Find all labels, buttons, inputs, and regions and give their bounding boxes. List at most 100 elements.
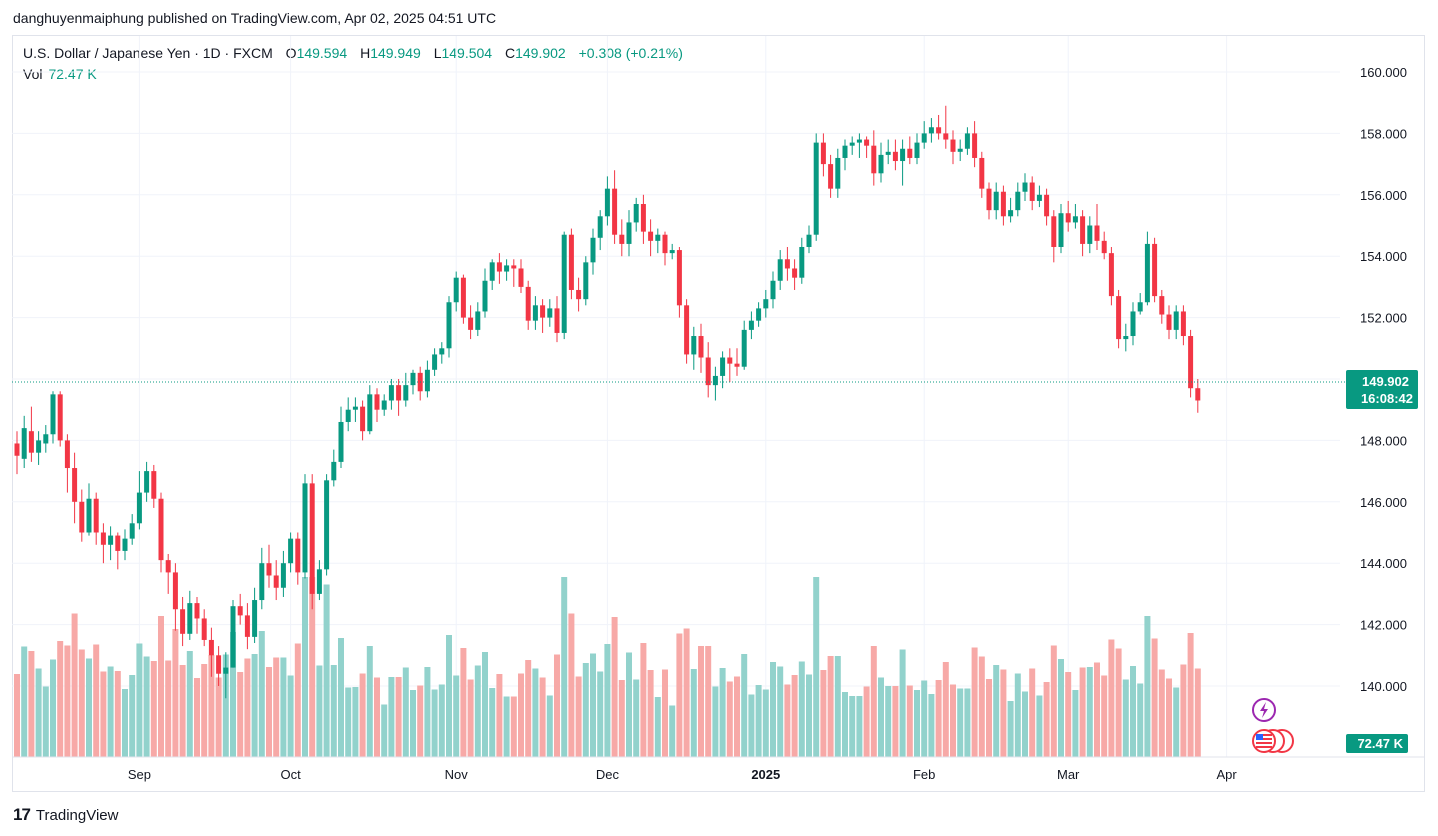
y-tick-label: 148.000	[1360, 433, 1407, 448]
candle-body	[144, 471, 150, 493]
volume-bar	[892, 686, 899, 757]
volume-bar	[42, 686, 49, 757]
candle	[554, 296, 560, 343]
volume-bar	[280, 657, 287, 757]
candle	[468, 305, 474, 340]
candle	[1123, 323, 1129, 352]
volume-bar	[1029, 668, 1036, 757]
symbol-legend: U.S. Dollar / Japanese Yen · 1D · FXCM O…	[23, 45, 683, 61]
change-value: +0.308 (+0.21%)	[578, 45, 683, 61]
volume-bar	[539, 677, 546, 757]
candle-body	[928, 127, 934, 134]
candle-body	[1108, 253, 1114, 297]
candle-body	[936, 127, 942, 134]
published-caption: danghuyenmaiphung published on TradingVi…	[13, 10, 497, 26]
candle	[619, 219, 625, 257]
candle	[1188, 329, 1194, 398]
volume-bar	[777, 666, 784, 757]
candle	[410, 369, 416, 395]
candle-body	[496, 262, 502, 272]
candle	[489, 259, 495, 290]
volume-bar	[64, 645, 71, 757]
volume-bar	[1158, 669, 1165, 757]
candle-body	[1015, 191, 1021, 211]
volume-bar	[388, 677, 395, 757]
volume-bar	[698, 646, 704, 757]
y-tick-label: 144.000	[1360, 556, 1407, 571]
candle-body	[288, 538, 294, 564]
candle-body	[676, 250, 682, 306]
high-value: 149.949	[370, 45, 421, 61]
candle-body	[619, 234, 625, 244]
volume-bar	[460, 648, 467, 757]
volume-bar	[114, 671, 121, 757]
candle-body	[64, 440, 70, 469]
candle	[14, 431, 20, 475]
candle-body	[1159, 296, 1165, 315]
volume-bar	[352, 687, 359, 757]
volume-bar	[770, 662, 776, 757]
events-lightning-icon[interactable]	[1252, 698, 1276, 722]
candle	[273, 560, 279, 601]
candle	[208, 627, 214, 677]
candle	[432, 348, 438, 376]
candle	[1015, 182, 1021, 217]
x-tick-label: Apr	[1216, 767, 1237, 782]
candle	[1029, 176, 1035, 211]
tradingview-logo[interactable]: 17 TradingView	[13, 805, 118, 825]
volume-bar	[532, 668, 539, 757]
volume-bar	[316, 665, 323, 757]
candle-body	[223, 667, 229, 674]
volume-bar	[654, 697, 661, 757]
time-axis[interactable]: Sep Oct Nov Dec 2025 Feb Mar Apr	[12, 756, 1424, 782]
volume-bar	[1043, 682, 1050, 757]
candle-body	[1137, 302, 1143, 312]
volume-bar	[1094, 662, 1100, 757]
candle-body	[396, 385, 402, 401]
volume-bar	[129, 675, 136, 757]
volume-bar	[590, 653, 596, 757]
candle-body	[122, 538, 128, 551]
volume-bar	[438, 684, 445, 757]
volume-bar	[820, 670, 827, 757]
candle-body	[554, 308, 560, 333]
x-tick-label: Dec	[596, 767, 620, 782]
volume-bar	[302, 577, 308, 757]
candle	[72, 452, 78, 524]
candle-body	[79, 501, 85, 533]
candle-body	[324, 480, 330, 570]
candle	[1159, 289, 1165, 324]
volume-bar	[244, 658, 251, 757]
candle-body	[388, 385, 394, 401]
candle	[136, 471, 142, 530]
candle	[144, 461, 150, 502]
volume-bar	[993, 665, 1000, 757]
volume-bar	[950, 684, 956, 757]
candlesticks	[14, 105, 1201, 699]
candle-body	[1195, 388, 1201, 401]
volume-bar	[374, 677, 380, 757]
volume-bar	[208, 655, 215, 757]
candle-body	[590, 237, 596, 263]
y-tick-label: 152.000	[1360, 311, 1407, 326]
volume-bar	[86, 658, 92, 757]
volume-bar	[914, 690, 920, 757]
chart-frame[interactable]	[12, 35, 1425, 792]
price-axis[interactable]: 160.000158.000156.000154.000152.000150.0…	[1360, 65, 1407, 694]
candle-body	[424, 369, 430, 392]
candle-body	[1080, 216, 1086, 244]
candle	[1036, 185, 1042, 208]
symbol-title[interactable]: U.S. Dollar / Japanese Yen · 1D · FXCM	[23, 45, 273, 61]
volume-bar	[921, 680, 928, 757]
candle-body	[338, 421, 344, 462]
candle	[381, 394, 387, 416]
volume-bar	[870, 646, 877, 757]
volume-bar	[878, 677, 884, 757]
candle-body	[511, 265, 517, 269]
us-flag-event-icon[interactable]	[1252, 729, 1294, 753]
volume-bar	[618, 680, 625, 757]
candle	[590, 228, 596, 275]
candle-body	[237, 606, 243, 616]
volume-bar	[676, 633, 683, 757]
